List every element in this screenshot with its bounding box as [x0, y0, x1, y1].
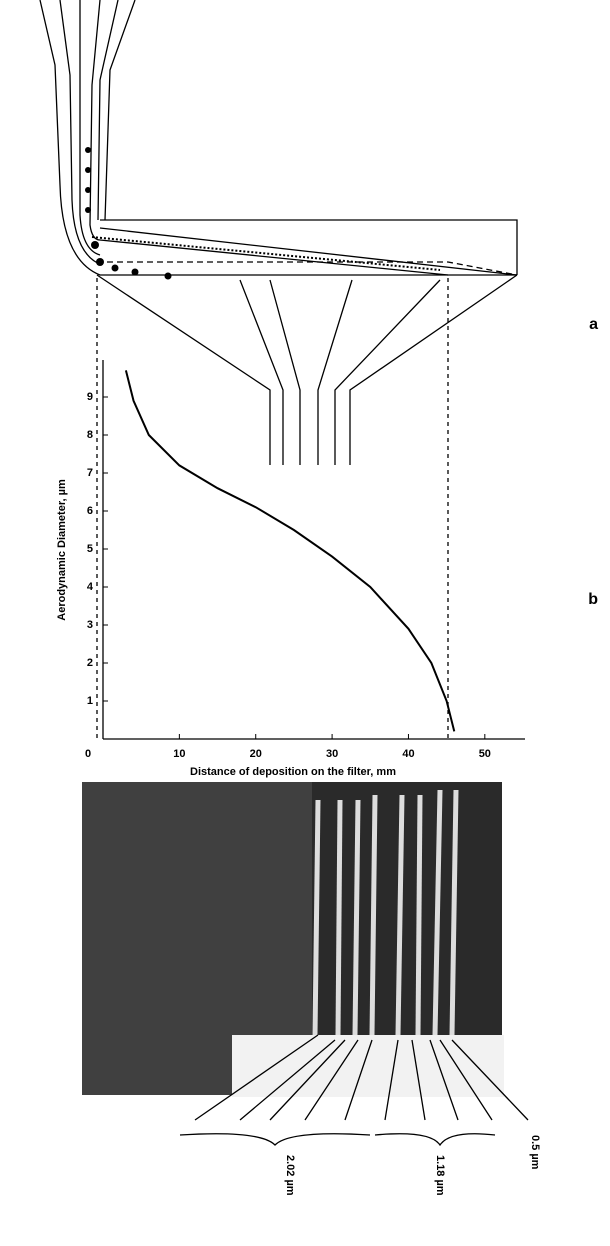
panel-label: b — [588, 591, 598, 608]
x-tick-label: 40 — [402, 748, 414, 760]
panel-label: a — [589, 316, 598, 333]
photo-label: 0.5 µm — [529, 1135, 541, 1170]
impactor-diagram — [39, 0, 518, 739]
x-tick-label: 0 — [85, 748, 91, 760]
particles — [85, 147, 172, 280]
x-tick-label: 20 — [250, 748, 262, 760]
x-tick-label: 50 — [479, 748, 491, 760]
photo-label: 2.02 µm — [284, 1155, 296, 1196]
x-tick-label: 30 — [326, 748, 338, 760]
x-axis-label: Distance of deposition on the filter, mm — [190, 766, 396, 778]
y-tick-label: 5 — [87, 543, 93, 555]
x-tick-label: 10 — [173, 748, 185, 760]
y-tick-label: 4 — [87, 581, 94, 593]
curve — [124, 370, 456, 732]
y-tick-label: 9 — [87, 391, 93, 403]
photo-label: 1.18 µm — [434, 1155, 446, 1196]
y-tick-label: 3 — [87, 619, 93, 631]
photo — [82, 782, 529, 1147]
y-tick-label: 7 — [87, 467, 93, 479]
y-tick-label: 1 — [87, 695, 93, 707]
y-axis-label: Aerodynamic Diameter, µm — [56, 479, 68, 621]
y-tick-label: 6 — [87, 505, 93, 517]
y-tick-label: 2 — [87, 657, 93, 669]
y-tick-label: 8 — [87, 429, 93, 441]
